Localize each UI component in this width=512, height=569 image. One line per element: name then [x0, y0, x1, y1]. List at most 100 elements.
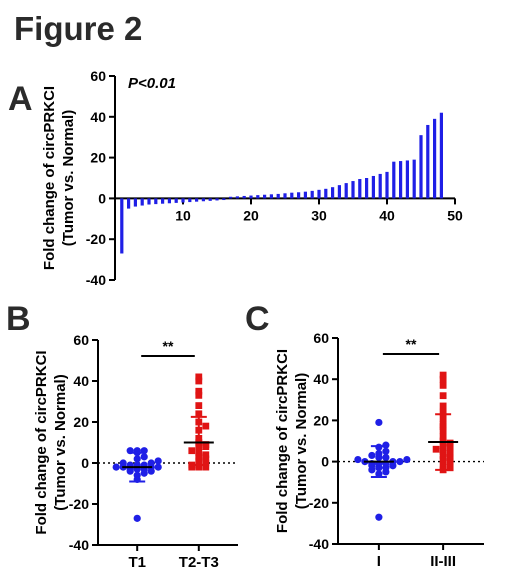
a-bar	[426, 124, 430, 199]
a-bar	[269, 194, 273, 199]
b-point	[112, 463, 120, 471]
a-annotation: P<0.01	[128, 75, 176, 92]
c-point	[375, 418, 383, 427]
b-y-tick-label: 20	[73, 414, 89, 430]
c-point	[432, 445, 440, 453]
b-point	[202, 463, 210, 471]
a-x-tick-label: 40	[379, 207, 395, 223]
a-y-tick-label: -20	[86, 231, 106, 247]
c-y-tick-label: -40	[309, 536, 329, 552]
b-point	[140, 453, 148, 461]
a-bar	[344, 183, 348, 199]
b-y-tick-label: 60	[73, 332, 89, 348]
a-bar	[235, 196, 239, 199]
c-point	[375, 513, 383, 521]
a-bar	[256, 195, 260, 199]
a-bar	[249, 195, 253, 199]
c-point	[446, 464, 454, 472]
b-point	[202, 459, 210, 467]
c-point	[439, 402, 447, 410]
panel-letter-c: C	[245, 300, 270, 338]
a-bar	[195, 198, 199, 202]
b-point	[202, 455, 210, 463]
a-x-tick-label: 20	[243, 207, 259, 223]
a-bar	[310, 190, 314, 199]
figure-title: Figure 2	[14, 10, 143, 47]
b-point	[188, 447, 196, 455]
b-point	[195, 377, 203, 385]
a-bar	[140, 198, 144, 206]
c-point	[354, 455, 362, 464]
panel-letter-a: A	[8, 80, 33, 118]
b-point	[154, 463, 162, 471]
b-point	[195, 463, 203, 471]
a-y-tick-label: 20	[90, 150, 106, 166]
a-bar	[385, 171, 389, 199]
a-bar	[297, 192, 301, 199]
a-bar	[127, 198, 131, 209]
b-y-tick-label: 0	[81, 455, 89, 471]
a-x-tick-label: 30	[311, 207, 327, 223]
a-y-tick-label: 0	[98, 190, 106, 206]
c-point	[439, 408, 447, 416]
a-bar	[433, 118, 437, 199]
b-point	[202, 422, 210, 430]
b-y-tick-label: 40	[73, 373, 89, 389]
c-y-label-line1: Fold change of circPRKCI	[274, 349, 291, 533]
c-y-tick-label: 40	[313, 371, 329, 387]
a-bar	[120, 198, 124, 254]
c-point	[382, 447, 390, 455]
b-point	[188, 463, 196, 471]
b-point	[195, 391, 203, 399]
a-bar	[290, 192, 294, 199]
a-bar	[371, 175, 375, 199]
a-bar	[317, 189, 321, 199]
a-y-tick-label: 60	[90, 68, 106, 84]
a-bar	[399, 161, 403, 199]
c-y-label-line2: (Tumor vs. Normal)	[293, 373, 310, 509]
c-point	[446, 443, 454, 451]
a-bar	[351, 181, 355, 199]
b-point	[195, 373, 203, 381]
a-y-tick-label: -40	[86, 272, 106, 288]
c-x-tick-label: II-III	[430, 553, 456, 569]
a-bar	[392, 161, 396, 199]
a-bar	[263, 194, 267, 199]
a-bar	[324, 188, 328, 199]
a-bar	[405, 160, 409, 199]
b-y-tick-label: -20	[69, 496, 89, 512]
a-x-tick-label: 50	[447, 207, 463, 223]
a-bar	[181, 198, 185, 203]
b-point	[195, 410, 203, 418]
c-point	[403, 455, 411, 464]
a-x-tick-label: 10	[175, 207, 191, 223]
a-bar	[174, 198, 178, 203]
a-y-label-line1: Fold change of circPRKCI	[41, 86, 58, 270]
c-point	[439, 371, 447, 379]
c-point	[439, 392, 447, 400]
c-point	[382, 441, 390, 449]
c-point	[439, 375, 447, 383]
a-bar	[378, 173, 382, 199]
a-bar	[188, 198, 192, 203]
a-bar	[215, 198, 219, 201]
c-point	[382, 453, 390, 462]
c-point	[396, 458, 404, 466]
b-y-label-line1: Fold change of circPRKCI	[33, 350, 50, 534]
b-y-label-line2: (Tumor vs. Normal)	[52, 374, 69, 510]
a-bar	[167, 198, 171, 204]
b-point	[119, 459, 127, 467]
b-point	[147, 459, 155, 467]
b-point	[133, 514, 141, 522]
a-y-tick-label: 40	[90, 109, 106, 125]
a-bar	[133, 198, 137, 207]
c-point	[446, 449, 454, 457]
c-y-tick-label: -20	[309, 495, 329, 511]
a-bar	[242, 195, 246, 199]
a-bar	[222, 198, 226, 201]
a-bar	[161, 198, 165, 204]
b-y-tick-label: -40	[69, 537, 89, 553]
a-bar	[303, 191, 307, 199]
b-point	[154, 457, 162, 465]
